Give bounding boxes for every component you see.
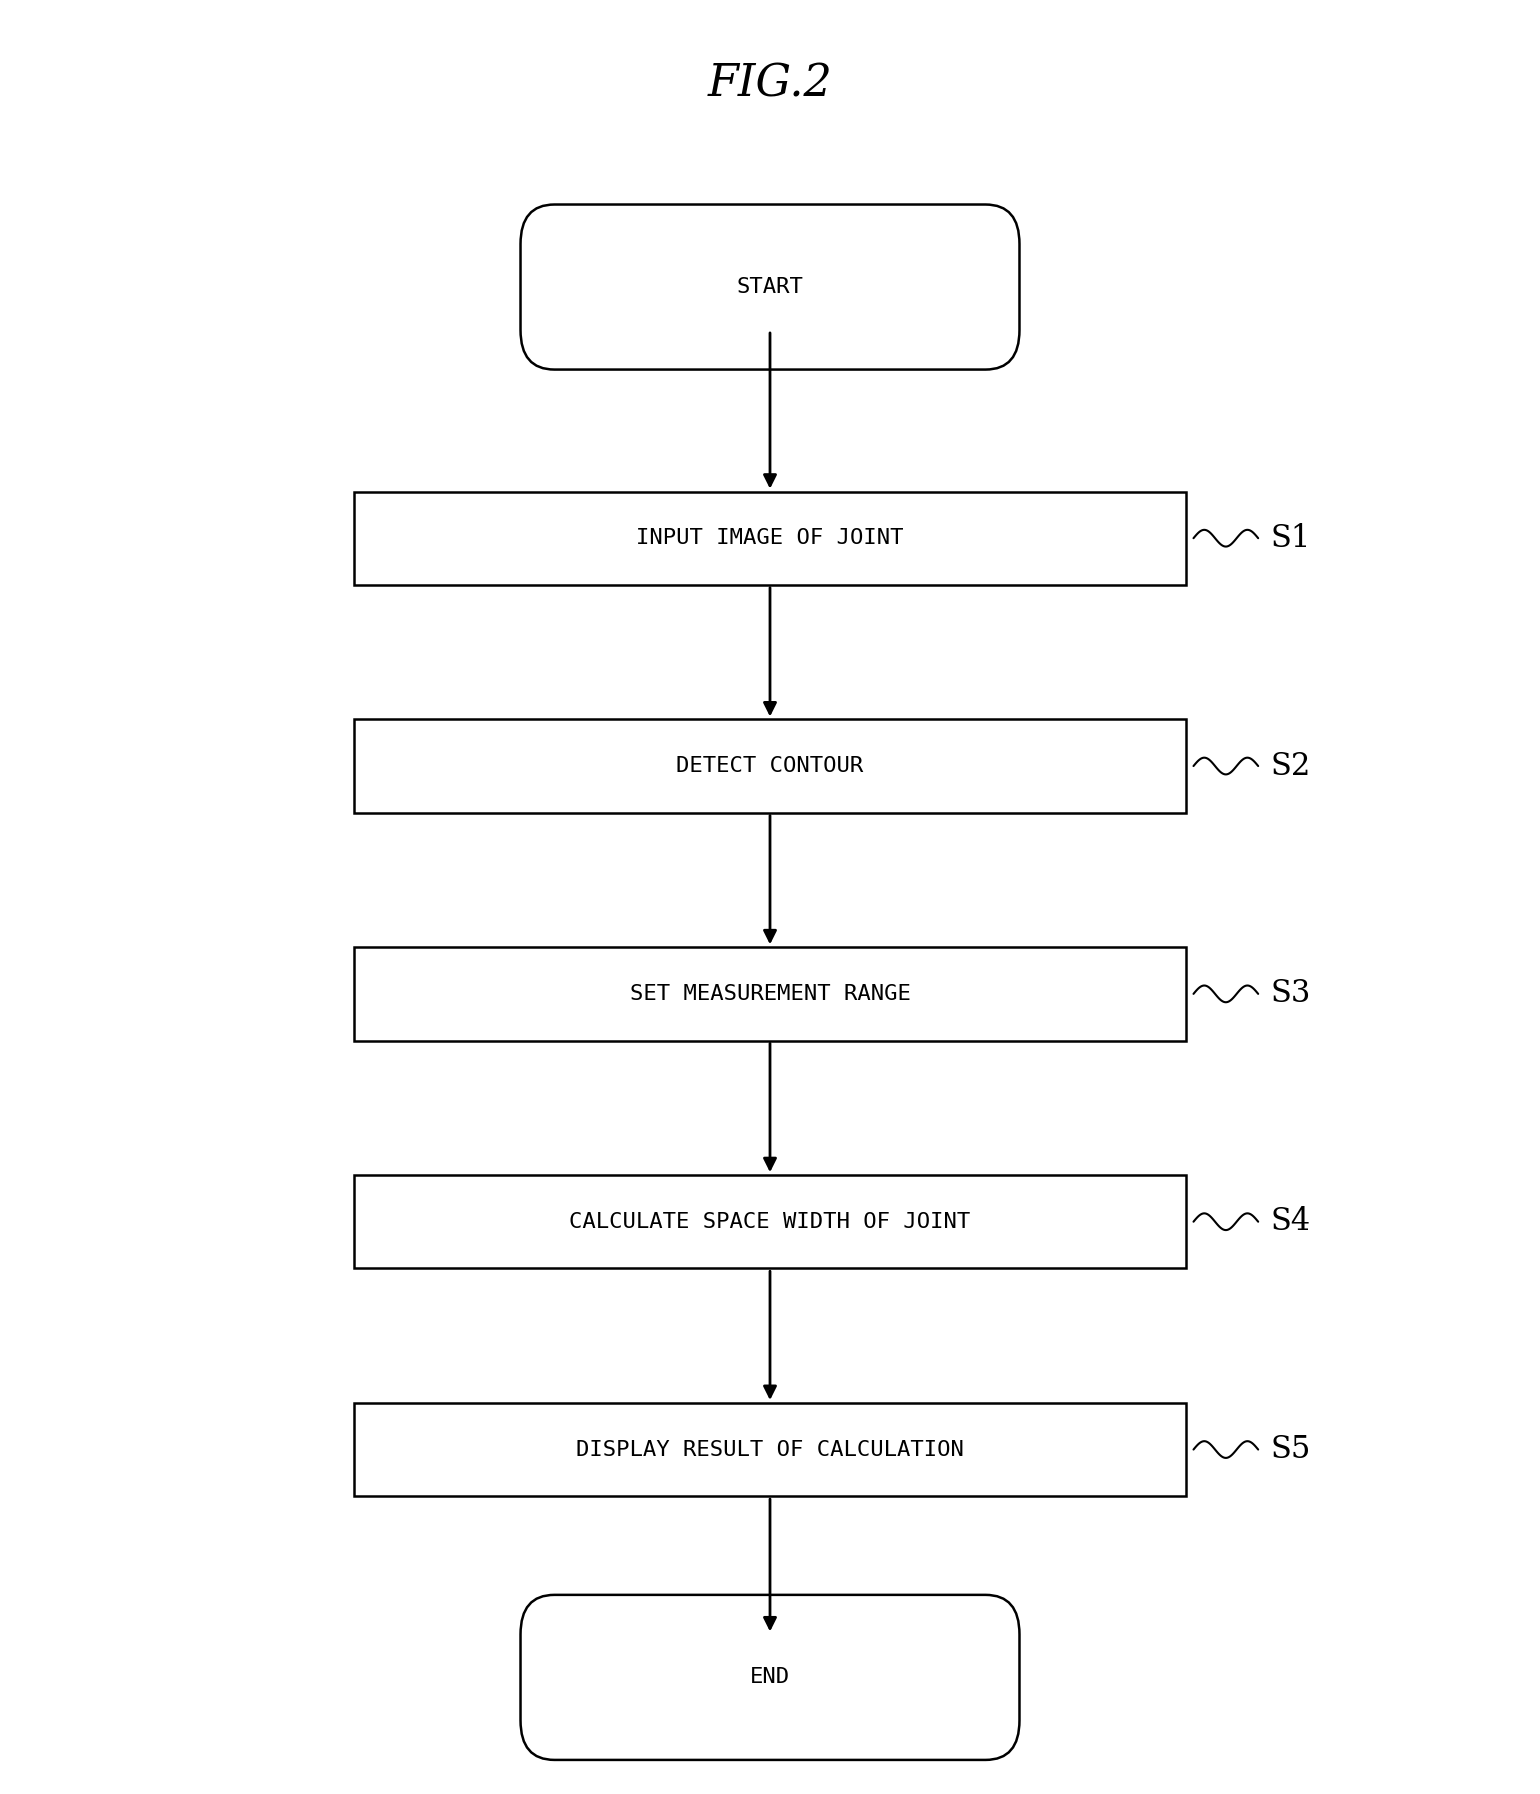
Text: START: START (736, 276, 804, 298)
Text: DETECT CONTOUR: DETECT CONTOUR (676, 755, 864, 777)
Text: INPUT IMAGE OF JOINT: INPUT IMAGE OF JOINT (636, 527, 904, 549)
Text: CALCULATE SPACE WIDTH OF JOINT: CALCULATE SPACE WIDTH OF JOINT (570, 1211, 970, 1232)
Bar (354, 1175, 1186, 1268)
FancyBboxPatch shape (521, 1595, 1019, 1760)
Text: SET MEASUREMENT RANGE: SET MEASUREMENT RANGE (630, 983, 910, 1005)
FancyBboxPatch shape (521, 205, 1019, 370)
Bar (354, 492, 1186, 585)
Bar (354, 719, 1186, 813)
Text: DISPLAY RESULT OF CALCULATION: DISPLAY RESULT OF CALCULATION (576, 1439, 964, 1460)
Text: S1: S1 (1270, 522, 1311, 554)
Text: END: END (750, 1667, 790, 1688)
Text: S4: S4 (1270, 1206, 1311, 1238)
Text: FIG.2: FIG.2 (707, 63, 833, 106)
Text: S5: S5 (1270, 1433, 1311, 1466)
Bar (354, 947, 1186, 1041)
Text: S3: S3 (1270, 978, 1311, 1010)
Text: S2: S2 (1270, 750, 1311, 782)
Bar (354, 1403, 1186, 1496)
